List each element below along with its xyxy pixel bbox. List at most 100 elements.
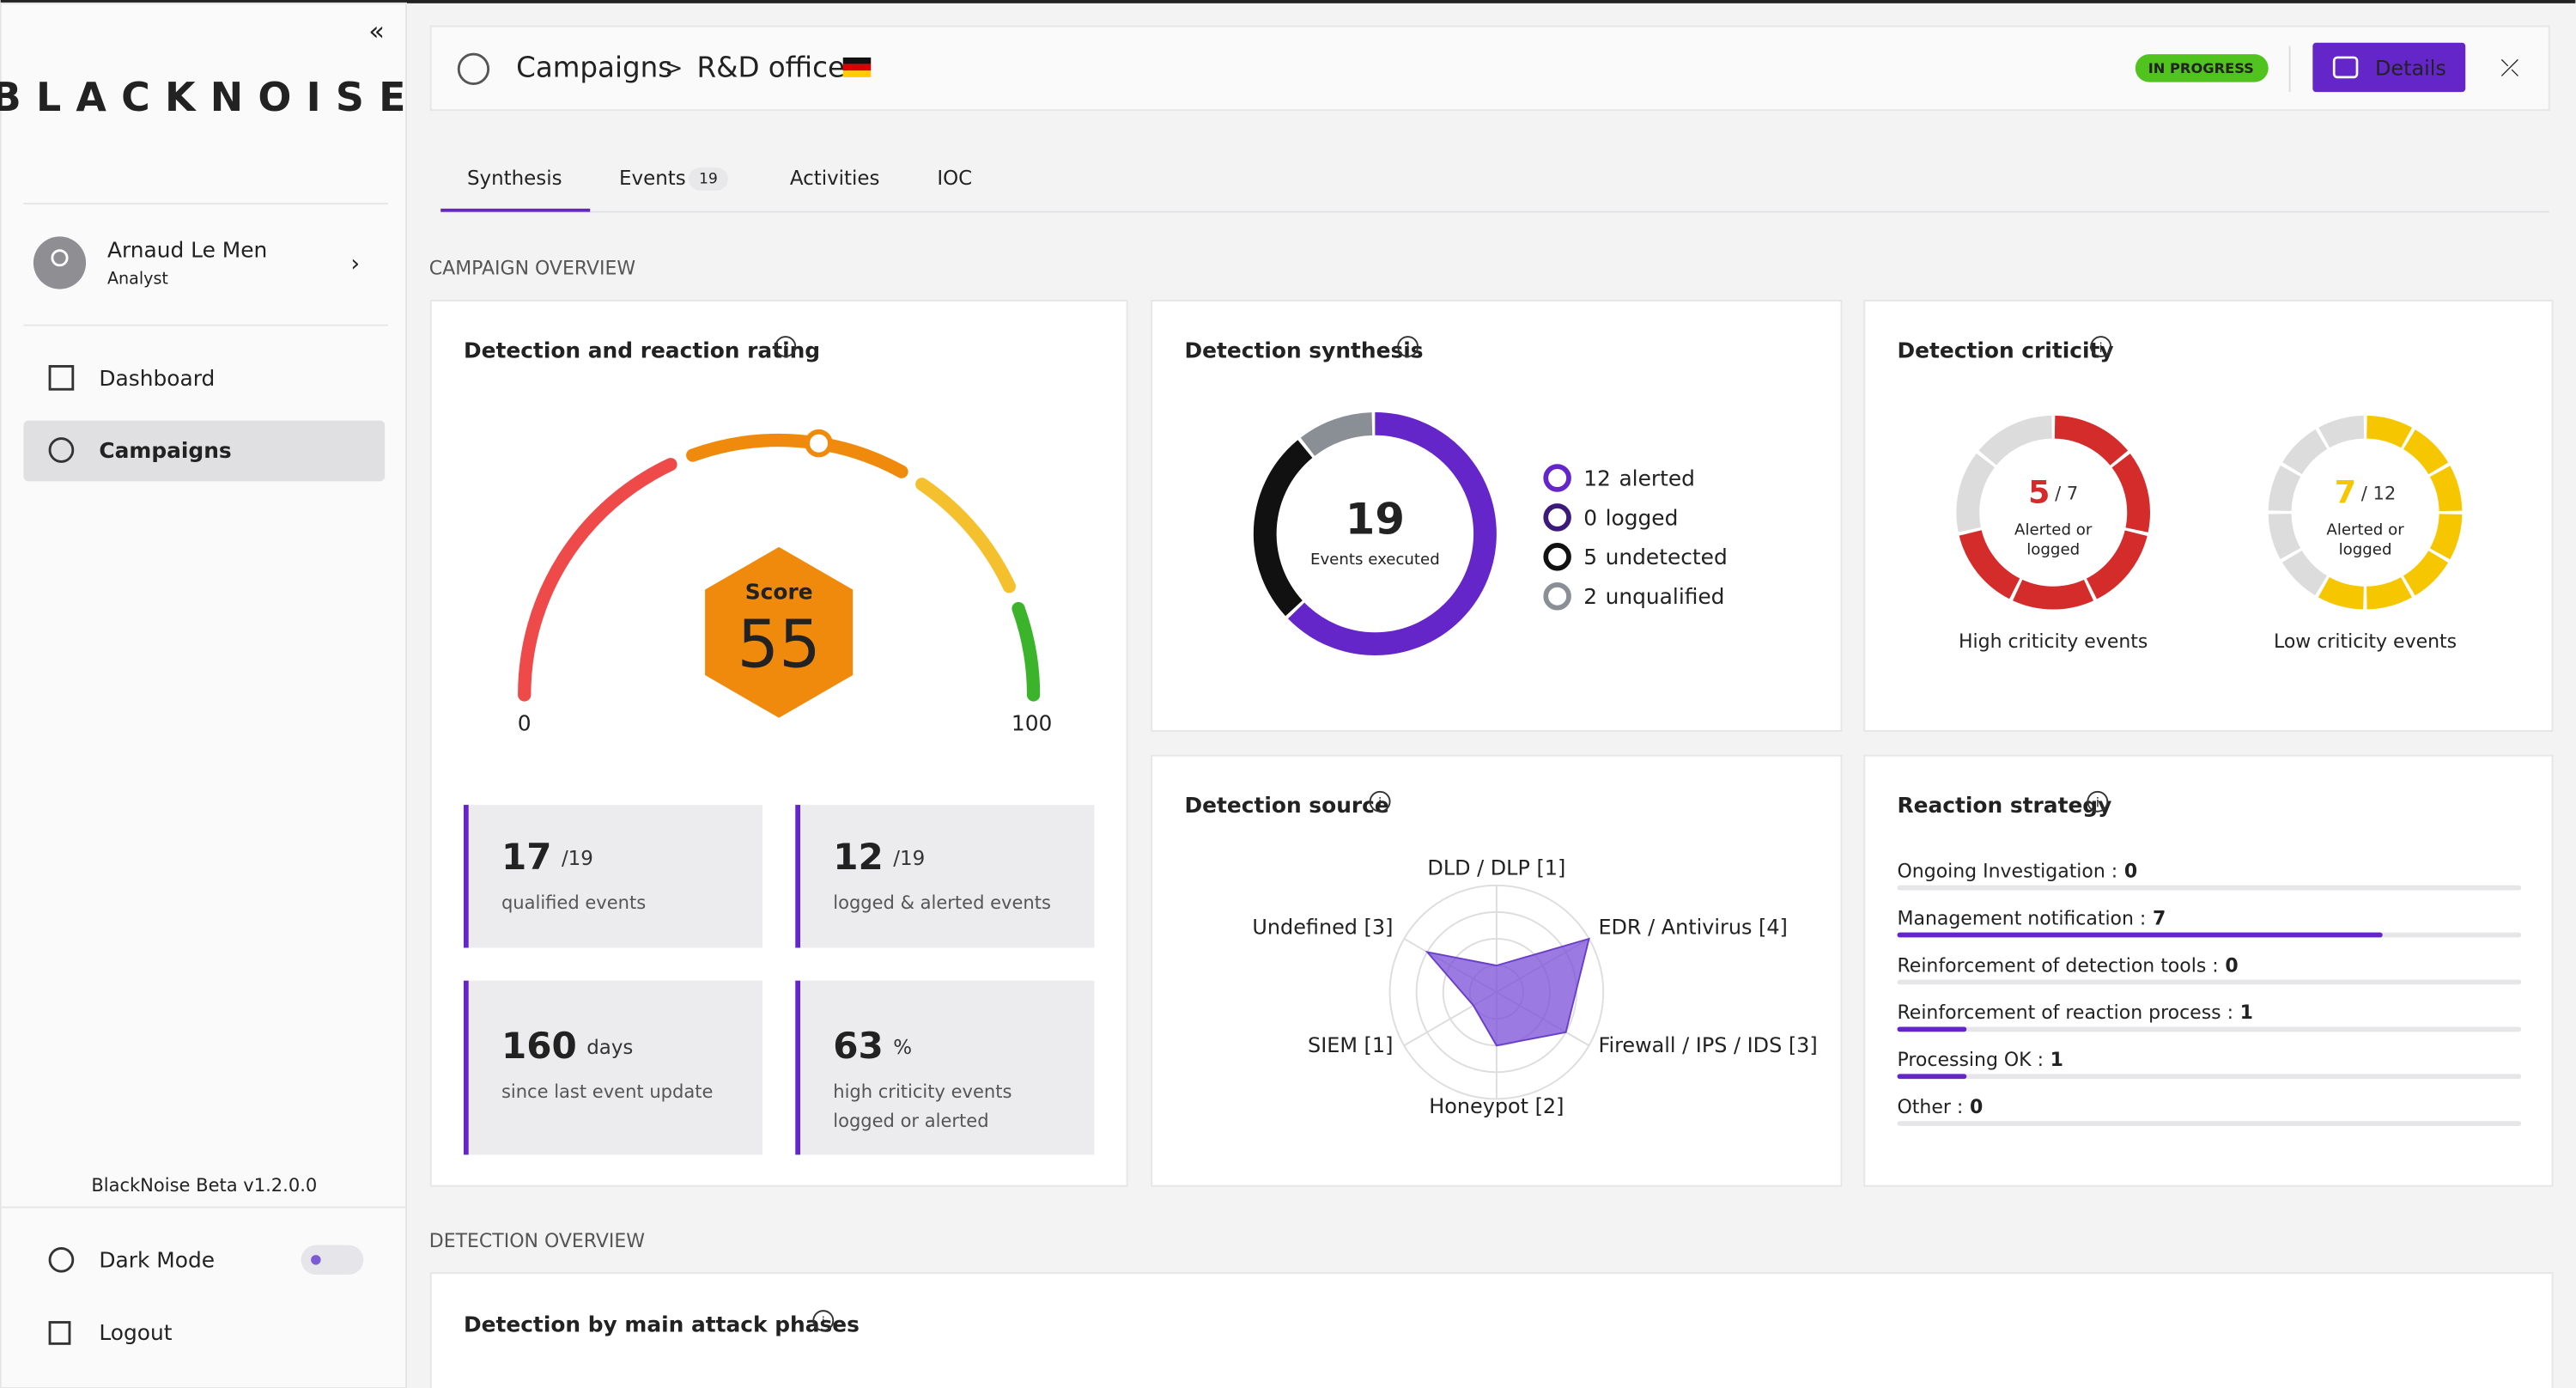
brand: BLACKNOISE — [0, 74, 421, 120]
tab-badge — [688, 167, 728, 191]
score-label: Score — [745, 579, 813, 604]
reaction-bar — [1897, 932, 2383, 938]
stat-accent — [463, 980, 469, 1155]
legend-entry: 2 unqualified — [1583, 584, 1724, 609]
gauge-segment — [915, 478, 1017, 594]
stat-number: 160 — [501, 1025, 577, 1067]
breadcrumb[interactable]: Campaigns — [516, 51, 672, 83]
info-icon — [1397, 336, 1419, 357]
tab-underline — [440, 208, 591, 212]
info-icon — [775, 336, 797, 357]
reaction-track — [1897, 1026, 2522, 1032]
status: IN PROGRESS — [2148, 60, 2254, 76]
card-title: Detection source — [1185, 793, 1389, 818]
details-button[interactable] — [2312, 42, 2466, 93]
stat-unit: /19 — [893, 848, 925, 870]
criticity-label: Alerted or — [2326, 521, 2404, 539]
reaction-value: 0 — [2225, 955, 2238, 977]
criticity-total: / 12 — [2361, 483, 2397, 504]
donut-total-label: Events executed — [1310, 551, 1440, 569]
nav-active — [23, 420, 386, 482]
nav-item[interactable]: Campaigns — [99, 438, 231, 463]
details-icon — [2332, 56, 2359, 79]
breadcrumb-separator: > — [665, 55, 683, 80]
user-chevron[interactable]: › — [350, 250, 360, 277]
legend-entry: 12 alerted — [1583, 466, 1695, 490]
stat-label: qualified events — [501, 892, 646, 913]
radar-label: Undefined [3] — [1252, 916, 1393, 940]
stat-value: 17/19 — [501, 836, 593, 878]
reaction-bar — [1897, 1074, 1967, 1080]
reaction-item: Other : 0 — [1898, 1097, 1984, 1118]
dark-mode-label: Dark Mode — [99, 1248, 215, 1273]
radar-label: Firewall / IPS / IDS [3] — [1598, 1033, 1817, 1057]
stat-number: 12 — [833, 836, 884, 878]
card-title: Reaction strategy — [1898, 793, 2112, 818]
unlink-icon[interactable]: ⤫ — [2500, 55, 2518, 82]
info-icon-glyph: i — [822, 1314, 825, 1330]
section-title: CAMPAIGN OVERVIEW — [429, 259, 636, 280]
radar-area — [1425, 937, 1590, 1047]
reaction-item: Processing OK : 1 — [1898, 1050, 2063, 1071]
dark-mode-toggle[interactable] — [301, 1245, 364, 1275]
donut-segment — [1253, 412, 1497, 656]
reaction-label: Other : — [1898, 1097, 1964, 1118]
version: BlackNoise Beta v1.2.0.0 — [91, 1174, 317, 1196]
stat-box — [795, 805, 1095, 948]
tab[interactable]: Activities — [790, 167, 880, 190]
details-label: Details — [2375, 56, 2446, 80]
criticity-label: Alerted or — [2014, 521, 2093, 539]
top-edge — [0, 0, 2576, 3]
radar-label: EDR / Antivirus [4] — [1598, 916, 1787, 940]
criticity-segment — [1956, 415, 2151, 610]
card-title: Detection criticity — [1898, 338, 2114, 362]
stat-label: high criticity events — [833, 1081, 1012, 1102]
reaction-item: Ongoing Investigation : 0 — [1898, 861, 2138, 882]
stat-number: 17 — [501, 836, 552, 878]
card-title: Detection synthesis — [1185, 338, 1424, 362]
radar-label: Honeypot [2] — [1429, 1094, 1564, 1118]
legend-swatch — [1543, 464, 1571, 492]
reaction-track — [1897, 1074, 2522, 1080]
tab[interactable]: Events — [619, 167, 686, 190]
card-title: Detection and reaction rating — [464, 338, 820, 362]
logout-icon — [48, 1321, 71, 1345]
gauge-marker — [805, 429, 833, 458]
tab[interactable]: Synthesis — [467, 167, 562, 190]
legend-swatch — [1543, 581, 1571, 611]
reaction-bar — [1897, 1026, 1967, 1032]
avatar — [33, 236, 87, 289]
reaction-label: Reinforcement of reaction process : — [1898, 1002, 2234, 1024]
tab[interactable]: IOC — [937, 167, 972, 190]
logout[interactable]: Logout — [99, 1320, 172, 1345]
reaction-item: Management notification : 7 — [1898, 908, 2166, 929]
reaction-label: Ongoing Investigation : — [1898, 861, 2118, 882]
stat-box — [463, 980, 763, 1155]
legend-label: alerted — [1619, 466, 1694, 490]
info-icon — [2087, 790, 2109, 813]
gauge-min: 0 — [518, 710, 532, 735]
legend-value: 5 — [1583, 545, 1597, 569]
info-icon-glyph: i — [1378, 795, 1382, 811]
reaction-value: 7 — [2153, 908, 2166, 929]
stat-box — [795, 980, 1095, 1155]
stat-unit: % — [893, 1037, 912, 1059]
section-title: DETECTION OVERVIEW — [429, 1231, 645, 1252]
criticity-value: 5 — [2028, 474, 2050, 511]
flag — [842, 70, 872, 77]
collapse-icon[interactable]: « — [368, 17, 385, 47]
radar-label: DLD / DLP [1] — [1427, 856, 1565, 880]
card — [1863, 754, 2554, 1187]
stat-label: since last event update — [501, 1081, 713, 1102]
stat-box — [463, 805, 763, 948]
info-icon-glyph: i — [2099, 340, 2103, 356]
campaigns-icon — [48, 437, 75, 463]
stat-number: 63 — [833, 1025, 884, 1067]
legend-swatch — [1543, 503, 1571, 532]
avatar-icon — [51, 249, 69, 267]
reaction-value: 1 — [2050, 1050, 2063, 1071]
gauge-segment — [518, 458, 677, 702]
nav-item[interactable]: Dashboard — [99, 366, 215, 391]
